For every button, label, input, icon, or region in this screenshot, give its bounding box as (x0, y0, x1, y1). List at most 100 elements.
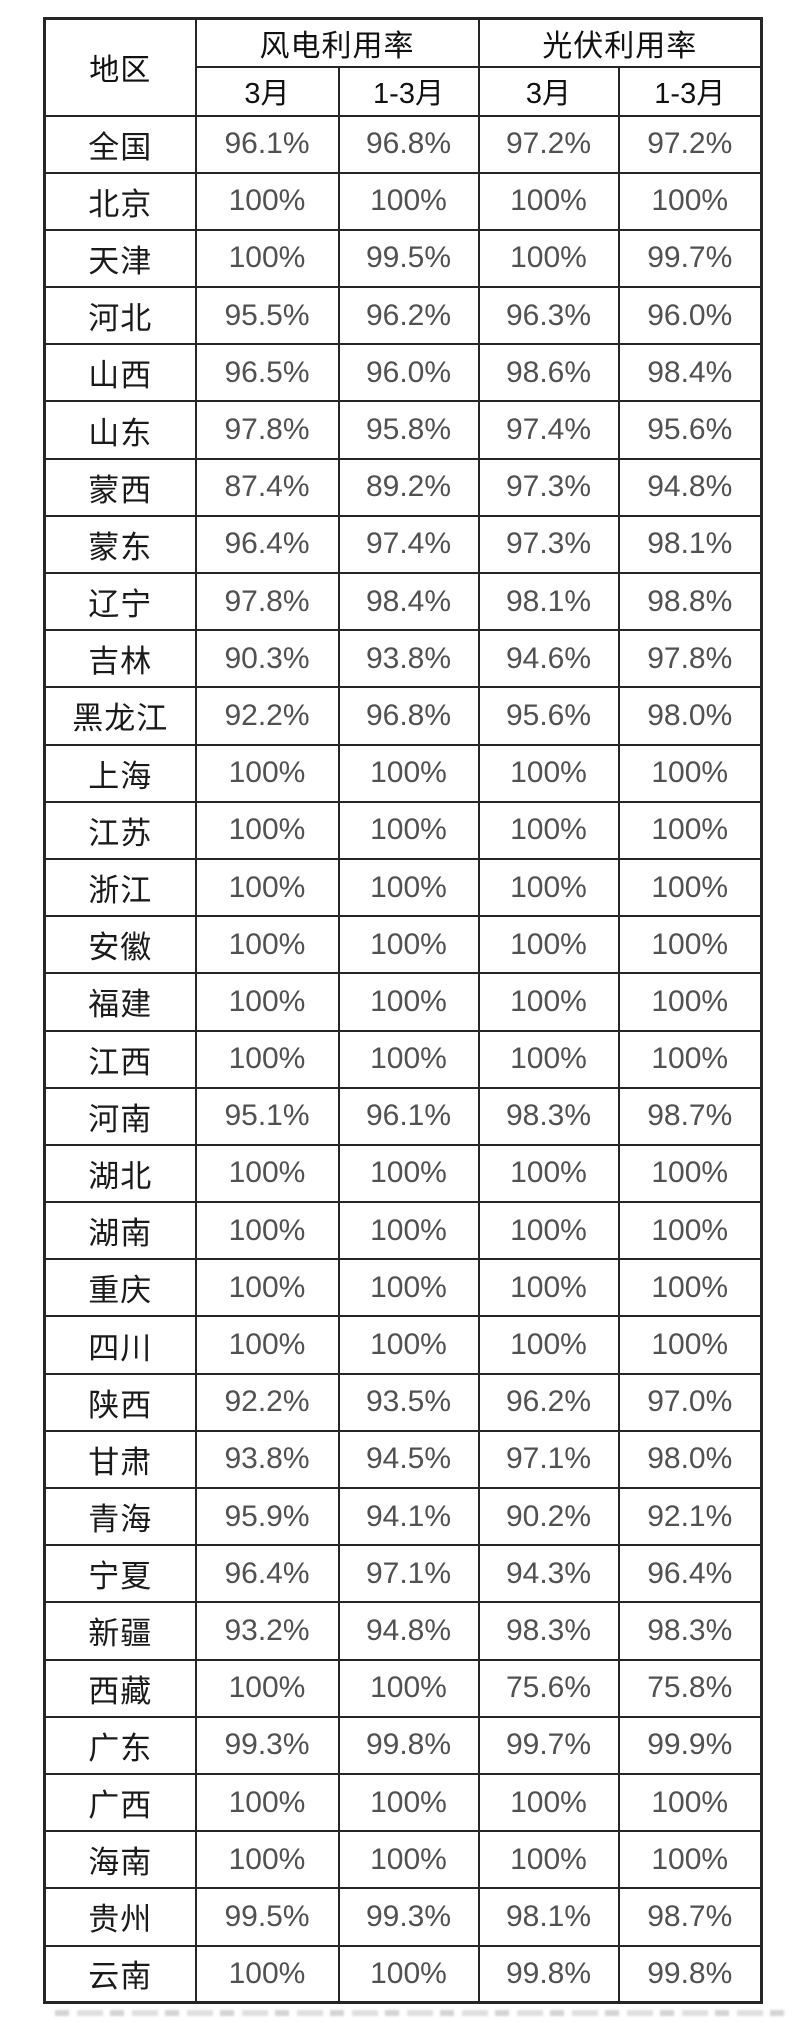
value-cell: 75.8% (617, 1658, 763, 1718)
value-cell: 100% (477, 1772, 620, 1833)
value-cell: 100% (194, 800, 340, 860)
value-cell: 100% (617, 857, 763, 918)
table-row: 青海 95.9% 94.1% 90.2% 92.1% (43, 1486, 763, 1547)
value-cell: 100% (477, 915, 620, 975)
region-cell: 青海 (43, 1486, 197, 1547)
region-cell: 广西 (43, 1772, 197, 1833)
value-cell: 96.0% (337, 343, 480, 403)
value-cell: 100% (617, 1029, 763, 1089)
value-cell: 100% (337, 1201, 480, 1261)
region-cell: 宁夏 (43, 1544, 197, 1604)
value-cell: 98.6% (477, 343, 620, 403)
value-cell: 98.3% (477, 1601, 620, 1661)
table-row: 贵州 99.5% 99.3% 98.1% 98.7% (43, 1887, 763, 1947)
value-cell: 95.5% (194, 286, 340, 346)
table-header: 地区 风电利用率 光伏利用率 3月 1-3月 3月 1-3月 (43, 17, 763, 117)
table-row: 重庆 100% 100% 100% 100% (43, 1258, 763, 1318)
region-cell: 天津 (43, 228, 197, 289)
value-cell: 100% (617, 1830, 763, 1890)
value-cell: 100% (194, 1201, 340, 1261)
region-cell: 福建 (43, 972, 197, 1032)
table-row: 江苏 100% 100% 100% 100% (43, 800, 763, 860)
value-cell: 100% (617, 800, 763, 860)
region-cell: 新疆 (43, 1601, 197, 1661)
value-cell: 100% (337, 1830, 480, 1890)
value-cell: 100% (617, 171, 763, 231)
value-cell: 100% (477, 857, 620, 918)
table-row: 浙江 100% 100% 100% 100% (43, 857, 763, 918)
region-cell: 四川 (43, 1315, 197, 1375)
region-cell: 全国 (43, 114, 197, 174)
table-row: 新疆 93.2% 94.8% 98.3% 98.3% (43, 1601, 763, 1661)
table-row: 湖南 100% 100% 100% 100% (43, 1201, 763, 1261)
value-cell: 95.6% (617, 400, 763, 460)
value-cell: 98.0% (617, 686, 763, 746)
table-row: 宁夏 96.4% 97.1% 94.3% 96.4% (43, 1544, 763, 1604)
region-cell: 吉林 (43, 629, 197, 689)
value-cell: 98.1% (477, 1887, 620, 1947)
value-cell: 100% (194, 972, 340, 1032)
table-row: 湖北 100% 100% 100% 100% (43, 1143, 763, 1204)
value-cell: 100% (477, 1258, 620, 1318)
value-cell: 99.8% (337, 1715, 480, 1775)
table-row: 北京 100% 100% 100% 100% (43, 171, 763, 231)
header-wind-group: 风电利用率 (194, 17, 480, 68)
value-cell: 100% (337, 800, 480, 860)
value-cell: 94.1% (337, 1486, 480, 1547)
value-cell: 100% (337, 1315, 480, 1375)
table-row: 上海 100% 100% 100% 100% (43, 743, 763, 803)
value-cell: 97.2% (617, 114, 763, 174)
value-cell: 100% (194, 228, 340, 289)
value-cell: 100% (617, 1201, 763, 1261)
table-row: 海南 100% 100% 100% 100% (43, 1830, 763, 1890)
table-row: 全国 96.1% 96.8% 97.2% 97.2% (43, 114, 763, 174)
value-cell: 100% (477, 743, 620, 803)
value-cell: 95.1% (194, 1086, 340, 1146)
value-cell: 96.4% (194, 514, 340, 575)
value-cell: 99.7% (617, 228, 763, 289)
value-cell: 97.8% (617, 629, 763, 689)
value-cell: 100% (477, 1830, 620, 1890)
value-cell: 100% (477, 1315, 620, 1375)
table-row: 河南 95.1% 96.1% 98.3% 98.7% (43, 1086, 763, 1146)
value-cell: 99.9% (617, 1715, 763, 1775)
value-cell: 94.3% (477, 1544, 620, 1604)
value-cell: 100% (194, 1830, 340, 1890)
value-cell: 98.8% (617, 571, 763, 632)
value-cell: 100% (477, 972, 620, 1032)
header-wind-march: 3月 (194, 65, 340, 117)
value-cell: 97.4% (337, 514, 480, 575)
value-cell: 97.8% (194, 571, 340, 632)
value-cell: 99.3% (337, 1887, 480, 1947)
table-row: 黑龙江 92.2% 96.8% 95.6% 98.0% (43, 686, 763, 746)
utilization-table-container: 地区 风电利用率 光伏利用率 3月 1-3月 3月 1-3月 全国 96.1% 96… (43, 17, 763, 2005)
value-cell: 96.2% (477, 1372, 620, 1432)
cropped-content-edge (55, 2010, 790, 2016)
region-cell: 北京 (43, 171, 197, 231)
value-cell: 100% (337, 915, 480, 975)
value-cell: 94.6% (477, 629, 620, 689)
value-cell: 99.5% (337, 228, 480, 289)
value-cell: 97.3% (477, 514, 620, 575)
header-pv-jan-mar: 1-3月 (617, 65, 763, 117)
value-cell: 97.3% (477, 457, 620, 517)
table-row: 山西 96.5% 96.0% 98.6% 98.4% (43, 343, 763, 403)
value-cell: 90.3% (194, 629, 340, 689)
region-cell: 西藏 (43, 1658, 197, 1718)
value-cell: 97.8% (194, 400, 340, 460)
value-cell: 97.0% (617, 1372, 763, 1432)
header-group-row: 地区 风电利用率 光伏利用率 (43, 17, 763, 117)
value-cell: 100% (477, 800, 620, 860)
table-row: 福建 100% 100% 100% 100% (43, 972, 763, 1032)
value-cell: 98.4% (617, 343, 763, 403)
region-cell: 重庆 (43, 1258, 197, 1318)
value-cell: 96.1% (337, 1086, 480, 1146)
value-cell: 93.8% (194, 1429, 340, 1490)
region-cell: 上海 (43, 743, 197, 803)
value-cell: 98.4% (337, 571, 480, 632)
value-cell: 100% (337, 1658, 480, 1718)
value-cell: 98.0% (617, 1429, 763, 1490)
value-cell: 100% (617, 1258, 763, 1318)
table-row: 蒙西 87.4% 89.2% 97.3% 94.8% (43, 457, 763, 517)
value-cell: 100% (477, 228, 620, 289)
